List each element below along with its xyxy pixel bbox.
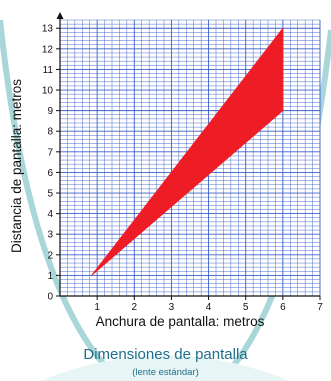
- x-tick-label: 7: [317, 302, 323, 313]
- y-tick-label: 11: [43, 65, 54, 76]
- screen-dimension-region: [91, 27, 284, 276]
- y-tick-label: 5: [47, 189, 53, 200]
- caption-subtitle: (lente estándar): [132, 367, 199, 378]
- y-tick-label: 10: [42, 86, 54, 97]
- x-tick-label: 2: [132, 302, 138, 313]
- y-tick-label: 8: [47, 127, 53, 138]
- y-tick-label: 13: [42, 24, 54, 35]
- y-tick-label: 9: [47, 106, 53, 117]
- y-tick-label: 2: [47, 250, 53, 261]
- x-tick-label: 3: [169, 302, 175, 313]
- y-tick-label: 3: [47, 230, 53, 241]
- x-tick-label: 6: [280, 302, 286, 313]
- data-layer: [91, 27, 284, 276]
- y-tick-label: 1: [47, 271, 53, 282]
- y-tick-label: 12: [42, 44, 54, 55]
- x-tick-label: 4: [206, 302, 212, 313]
- y-tick-label: 6: [47, 168, 53, 179]
- y-tick-label: 7: [47, 147, 53, 158]
- x-tick-label: 1: [94, 302, 100, 313]
- y-tick-label: 0: [47, 292, 53, 303]
- y-tick-label: 4: [47, 209, 53, 220]
- x-axis-label: Anchura de pantalla: metros: [96, 314, 265, 329]
- caption-title: Dimensiones de pantalla: [83, 346, 248, 363]
- y-axis-arrow: [56, 12, 64, 19]
- x-tick-label: 5: [243, 302, 249, 313]
- y-axis-label: Distancia de pantalla: metros: [9, 79, 24, 253]
- bottom-decor-band: [40, 355, 290, 381]
- left-decor-arc: [0, 19, 123, 381]
